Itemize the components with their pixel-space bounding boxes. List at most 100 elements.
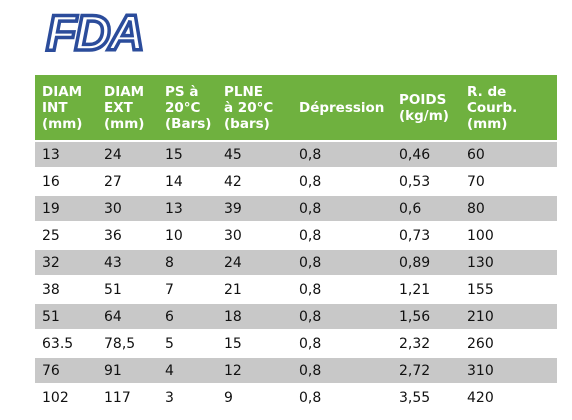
header-line: (bars) — [224, 115, 270, 132]
header-line: à 20°C — [224, 99, 274, 116]
header-line: Courb. — [467, 99, 518, 116]
table-cell: 13 — [42, 146, 60, 163]
table-cell: 43 — [104, 254, 122, 271]
table-cell: 19 — [42, 200, 60, 217]
table-cell: 0,73 — [399, 227, 431, 244]
table-row: 76 91 4 12 0,8 2,72 310 — [35, 358, 557, 383]
table-cell: 80 — [467, 200, 485, 217]
table-cell: 100 — [467, 227, 494, 244]
table-cell: 420 — [467, 389, 494, 406]
table-cell: 0,8 — [299, 173, 322, 190]
table-cell: 91 — [104, 362, 122, 379]
table-cell: 10 — [165, 227, 183, 244]
table-cell: 27 — [104, 173, 122, 190]
table-cell: 1,21 — [399, 281, 431, 298]
table-cell: 63.5 — [42, 335, 74, 352]
header-cell: DIAM INT (mm) — [35, 75, 97, 140]
table-cell: 210 — [467, 308, 494, 325]
table-cell: 0,8 — [299, 362, 322, 379]
table-cell: 2,72 — [399, 362, 431, 379]
header-line: (mm) — [104, 115, 145, 132]
table-cell: 64 — [104, 308, 122, 325]
table-cell: 21 — [224, 281, 242, 298]
header-line: Dépression — [299, 99, 385, 116]
header-line: INT — [42, 99, 68, 116]
header-line: (kg/m) — [399, 107, 449, 124]
table-cell: 3 — [165, 389, 174, 406]
header-line: PS à — [165, 83, 199, 100]
header-line: POIDS — [399, 91, 447, 108]
header-cell: PS à 20°C (Bars) — [158, 75, 217, 140]
table-row: 63.5 78,5 5 15 0,8 2,32 260 — [35, 331, 557, 356]
table-cell: 70 — [467, 173, 485, 190]
table-cell: 0,6 — [399, 200, 422, 217]
table-row: 51 64 6 18 0,8 1,56 210 — [35, 304, 557, 329]
table-cell: 1,56 — [399, 308, 431, 325]
table-cell: 7 — [165, 281, 174, 298]
table-cell: 15 — [165, 146, 183, 163]
table-cell: 15 — [224, 335, 242, 352]
table-row: 32 43 8 24 0,8 0,89 130 — [35, 250, 557, 275]
table-cell: 0,8 — [299, 335, 322, 352]
table-row: 102 117 3 9 0,8 3,55 420 — [35, 385, 557, 410]
table-cell: 36 — [104, 227, 122, 244]
table-cell: 13 — [165, 200, 183, 217]
header-cell: POIDS (kg/m) — [392, 75, 460, 140]
table-cell: 4 — [165, 362, 174, 379]
table-cell: 76 — [42, 362, 60, 379]
table-cell: 45 — [224, 146, 242, 163]
header-cell: PLNE à 20°C (bars) — [217, 75, 292, 140]
table-cell: 0,8 — [299, 200, 322, 217]
table-cell: 0,46 — [399, 146, 431, 163]
table-cell: 24 — [104, 146, 122, 163]
table-cell: 12 — [224, 362, 242, 379]
header-line: EXT — [104, 99, 133, 116]
table-cell: 24 — [224, 254, 242, 271]
table-cell: 310 — [467, 362, 494, 379]
table-cell: 102 — [42, 389, 69, 406]
table-cell: 42 — [224, 173, 242, 190]
table-cell: 0,8 — [299, 308, 322, 325]
table-cell: 51 — [104, 281, 122, 298]
table-cell: 0,8 — [299, 254, 322, 271]
header-line: 20°C — [165, 99, 201, 116]
table-cell: 30 — [224, 227, 242, 244]
table-cell: 51 — [42, 308, 60, 325]
fda-logo: FDA — [44, 6, 146, 56]
header-cell: Dépression — [292, 75, 392, 140]
table-cell: 2,32 — [399, 335, 431, 352]
header-line: (Bars) — [165, 115, 212, 132]
table-cell: 0,8 — [299, 146, 322, 163]
table-cell: 38 — [42, 281, 60, 298]
table-cell: 117 — [104, 389, 131, 406]
header-cell: DIAM EXT (mm) — [97, 75, 158, 140]
table-cell: 16 — [42, 173, 60, 190]
table-row: 19 30 13 39 0,8 0,6 80 — [35, 196, 557, 221]
table-row: 13 24 15 45 0,8 0,46 60 — [35, 142, 557, 167]
header-cell: R. de Courb. (mm) — [460, 75, 557, 140]
table-cell: 18 — [224, 308, 242, 325]
table-cell: 8 — [165, 254, 174, 271]
header-line: DIAM — [42, 83, 83, 100]
header-line: (mm) — [467, 115, 508, 132]
table-cell: 32 — [42, 254, 60, 271]
header-line: PLNE — [224, 83, 264, 100]
table-cell: 3,55 — [399, 389, 431, 406]
table-cell: 0,53 — [399, 173, 431, 190]
table-cell: 60 — [467, 146, 485, 163]
table-cell: 25 — [42, 227, 60, 244]
table-cell: 155 — [467, 281, 494, 298]
table-cell: 130 — [467, 254, 494, 271]
table-cell: 0,8 — [299, 281, 322, 298]
table-row: 16 27 14 42 0,8 0,53 70 — [35, 169, 557, 194]
header-line: DIAM — [104, 83, 145, 100]
header-row: DIAM INT (mm) DIAM EXT (mm) PS à 20°C (Bars) PLNE… — [35, 75, 557, 140]
table-cell: 39 — [224, 200, 242, 217]
table-cell: 78,5 — [104, 335, 136, 352]
logo-text: FDA — [46, 6, 143, 56]
table-cell: 9 — [224, 389, 233, 406]
table: DIAM INT (mm) DIAM EXT (mm) PS à 20°C (Bars) PLNE… — [35, 75, 557, 410]
header-line: R. de — [467, 83, 507, 100]
table-row: 38 51 7 21 0,8 1,21 155 — [35, 277, 557, 302]
